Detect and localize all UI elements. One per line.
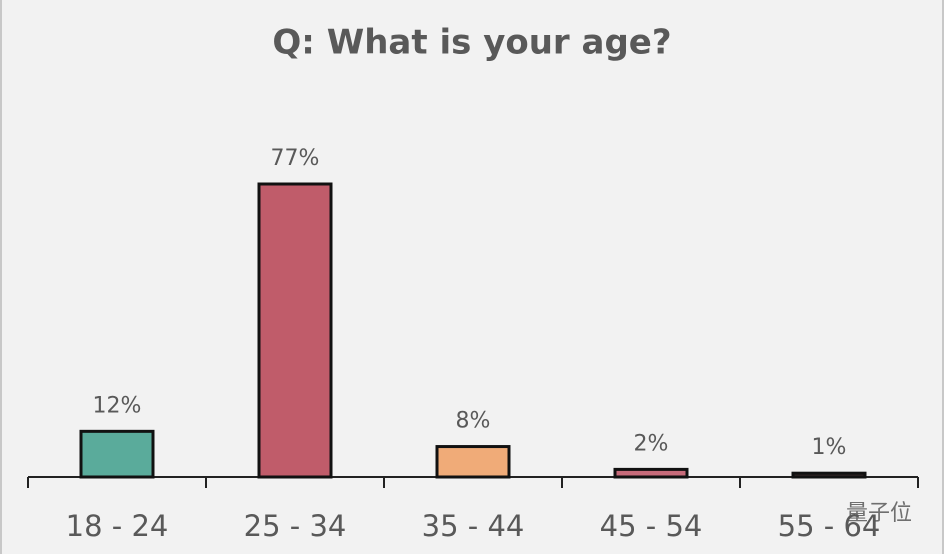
bar <box>435 445 511 479</box>
x-tick-label: 45 - 54 <box>600 509 703 543</box>
x-tick-label: 55 - 64 <box>778 509 881 543</box>
bar <box>791 471 867 479</box>
value-label: 2% <box>634 431 669 456</box>
x-tick-label: 25 - 34 <box>244 509 347 543</box>
bar <box>613 467 689 479</box>
value-label: 12% <box>93 393 142 418</box>
value-label: 77% <box>271 146 320 171</box>
value-label: 1% <box>812 435 847 460</box>
watermark: 量子位 <box>846 501 912 526</box>
chart-title: Q: What is your age? <box>272 23 671 63</box>
bar <box>257 182 333 479</box>
x-tick-label: 18 - 24 <box>66 509 169 543</box>
bar <box>79 429 155 479</box>
x-tick-label: 35 - 44 <box>422 509 525 543</box>
value-label: 8% <box>456 409 491 434</box>
